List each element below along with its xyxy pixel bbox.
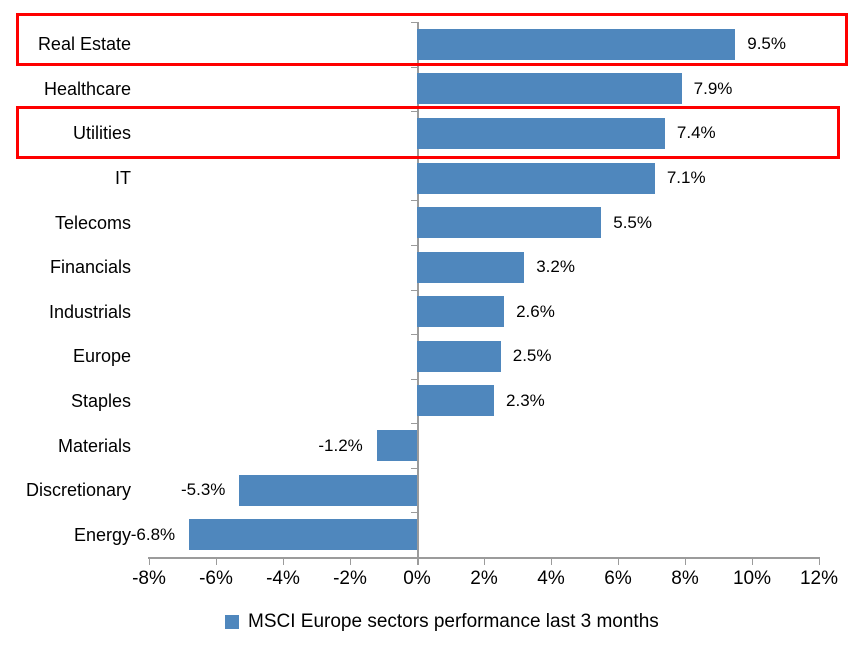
legend: MSCI Europe sectors performance last 3 m…: [225, 610, 659, 634]
x-tick-label: 10%: [732, 568, 772, 589]
bar-telecoms: [417, 207, 602, 239]
x-axis-tick: [283, 557, 284, 565]
x-tick-label: -2%: [333, 568, 367, 589]
legend-marker-icon: [225, 615, 239, 629]
x-axis-tick: [551, 557, 552, 565]
legend-label: MSCI Europe sectors performance last 3 m…: [248, 611, 659, 632]
category-label-discretionary: Discretionary: [25, 480, 131, 501]
bar-healthcare: [417, 73, 682, 105]
x-axis-tick: [752, 557, 753, 565]
x-tick-label: 2%: [470, 568, 498, 589]
category-label-staples: Staples: [70, 390, 131, 411]
value-label-financials: 3.2%: [536, 257, 575, 277]
value-label-energy: -6.8%: [130, 524, 176, 544]
category-label-telecoms: Telecoms: [54, 212, 131, 233]
category-label-industrials: Industrials: [48, 301, 131, 322]
y-axis-tick: [411, 66, 417, 68]
y-axis-tick: [411, 111, 417, 113]
category-label-real-estate: Real Estate: [37, 34, 131, 55]
y-axis-tick: [411, 244, 417, 246]
x-axis-tick: [484, 557, 485, 565]
bar-materials: [376, 430, 417, 462]
bar-financials: [417, 251, 525, 283]
bar-industrials: [417, 296, 505, 328]
y-axis-tick: [411, 467, 417, 469]
category-label-financials: Financials: [49, 257, 131, 278]
value-label-materials: -1.2%: [318, 435, 363, 455]
value-label-utilities: 7.4%: [676, 123, 716, 143]
category-label-healthcare: Healthcare: [43, 78, 131, 99]
x-axis-tick: [350, 557, 351, 565]
bar-europe: [417, 340, 501, 372]
category-label-materials: Materials: [57, 435, 131, 456]
y-axis-tick: [411, 22, 417, 23]
highlight-box-real-estate: [16, 13, 848, 66]
category-label-utilities: Utilities: [72, 123, 131, 144]
bar-discretionary: [239, 474, 417, 506]
category-label-europe: Europe: [72, 346, 131, 367]
value-label-real-estate: 9.5%: [747, 34, 786, 54]
category-label-it: IT: [115, 168, 131, 189]
value-label-telecoms: 5.5%: [613, 212, 652, 232]
x-tick-label: 0%: [403, 568, 431, 589]
x-tick-label: 4%: [537, 568, 565, 589]
value-label-it: 7.1%: [666, 168, 706, 188]
x-axis-tick: [685, 557, 686, 565]
bar-staples: [417, 385, 495, 417]
y-axis-tick: [411, 378, 417, 380]
y-axis-line: [417, 22, 419, 565]
value-label-discretionary: -5.3%: [181, 480, 226, 500]
x-axis-tick: [618, 557, 619, 565]
value-label-staples: 2.3%: [506, 390, 545, 410]
bar-real-estate: [417, 28, 736, 60]
value-label-europe: 2.5%: [512, 346, 552, 366]
value-label-industrials: 2.6%: [516, 301, 555, 321]
x-axis-tick: [149, 557, 150, 565]
highlight-box-utilities: [16, 106, 840, 159]
x-tick-label: 12%: [799, 568, 839, 589]
x-axis-tick: [216, 557, 217, 565]
x-tick-label: -6%: [199, 568, 233, 589]
x-tick-label: -4%: [266, 568, 300, 589]
y-axis-tick: [411, 557, 417, 558]
x-axis-tick: [819, 557, 820, 565]
y-axis-tick: [411, 512, 417, 514]
x-tick-label: 6%: [604, 568, 632, 589]
x-tick-label: -8%: [132, 568, 166, 589]
y-axis-tick: [411, 200, 417, 202]
y-axis-tick: [411, 423, 417, 425]
bar-energy: [189, 519, 417, 551]
bar-utilities: [417, 117, 665, 149]
y-axis-tick: [411, 334, 417, 336]
y-axis-tick: [411, 289, 417, 291]
value-label-healthcare: 7.9%: [693, 78, 733, 98]
category-label-energy: Energy: [73, 524, 131, 545]
bar-it: [417, 162, 655, 194]
x-tick-label: 8%: [671, 568, 699, 589]
